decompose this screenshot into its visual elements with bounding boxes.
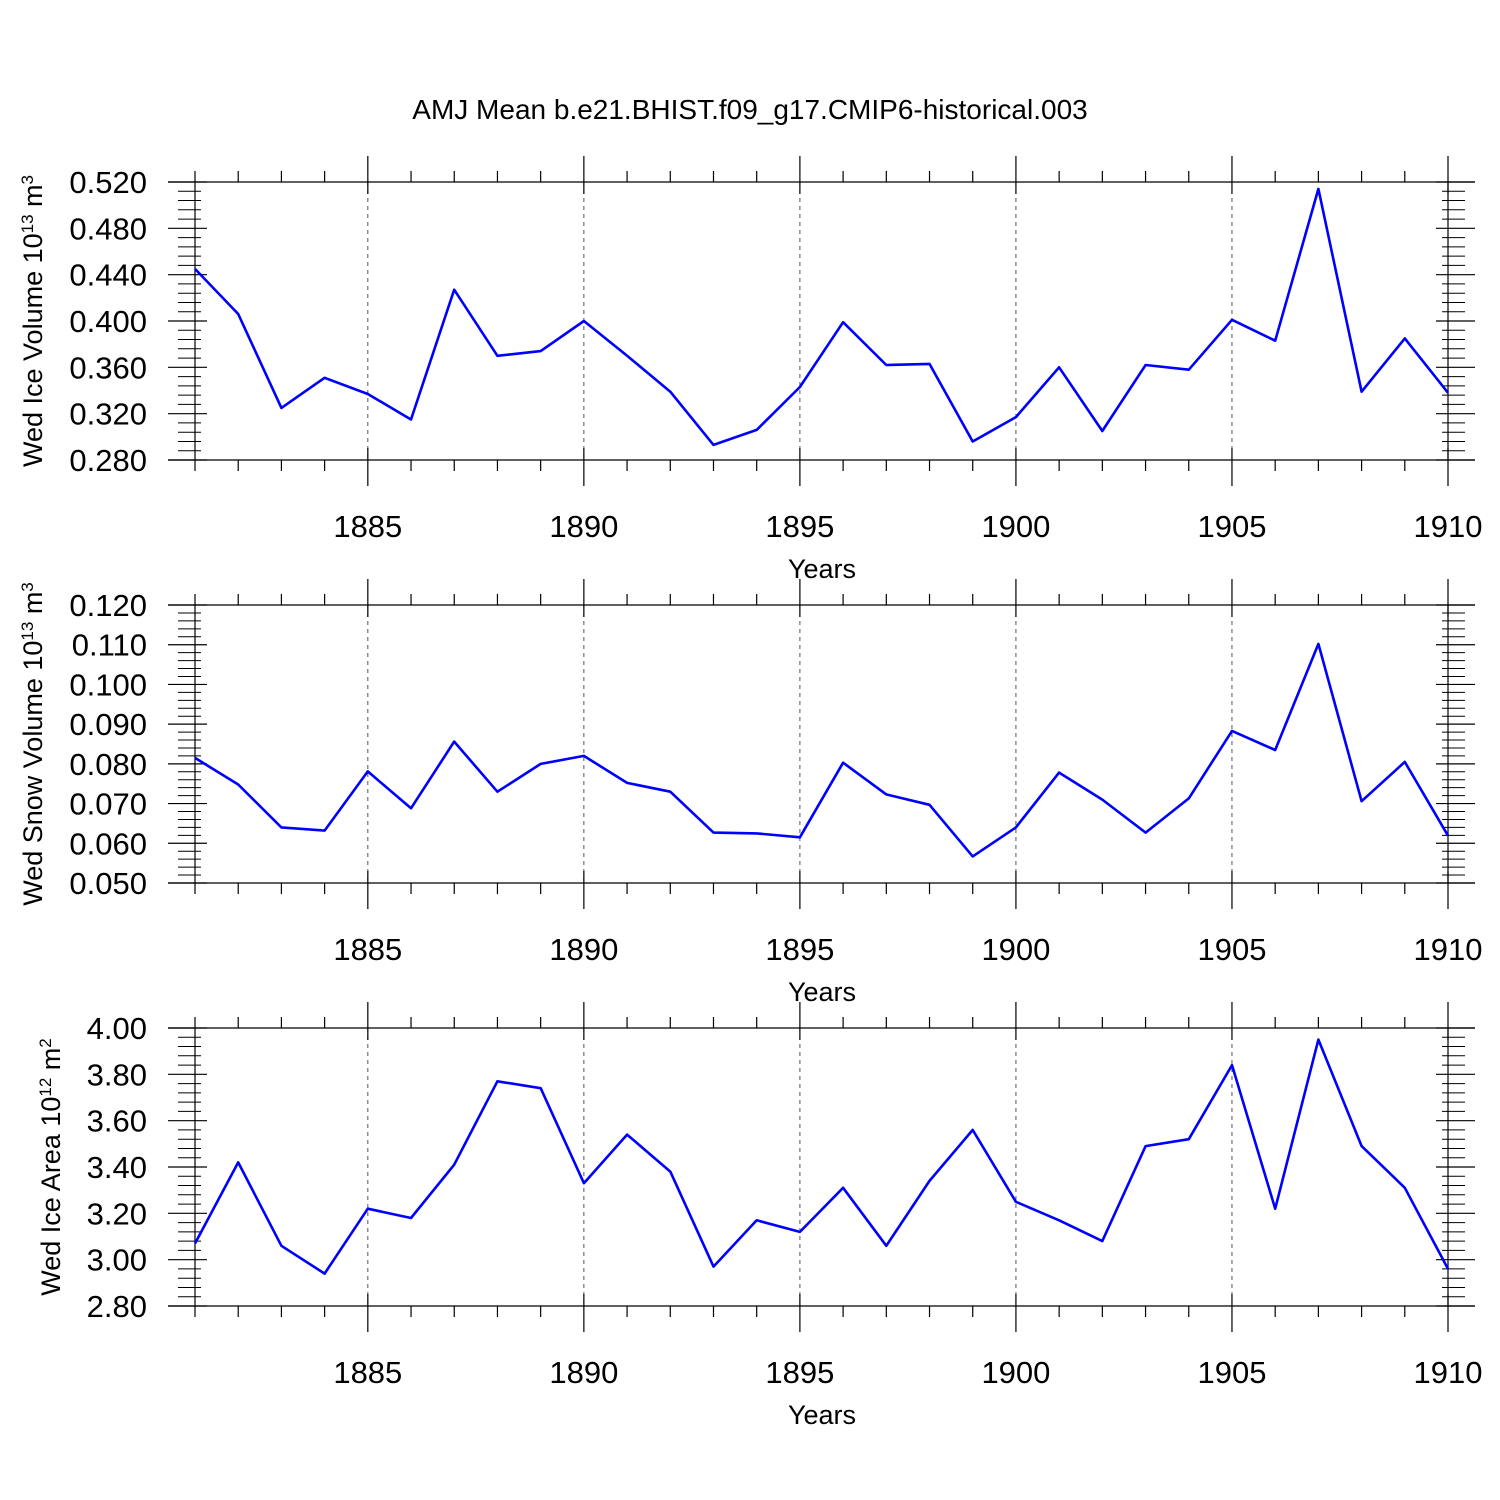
y-tick-label: 2.80 [87, 1289, 147, 1324]
panel-2: 0.050 0.060 0.070 0.080 0.090 0.100 0.110 0.120… [18, 579, 1483, 1007]
y-tick-label: 0.360 [69, 350, 147, 385]
y-tick-label: 3.60 [87, 1104, 147, 1139]
x-tick-label: 1890 [549, 932, 618, 967]
x-tick-label: 1910 [1414, 932, 1483, 967]
chart-title: AMJ Mean b.e21.BHIST.f09_g17.CMIP6-histo… [412, 94, 1087, 125]
y-axis-label: Wed Ice Area 1012 m2 [36, 1038, 67, 1296]
x-tick-label: 1895 [765, 932, 834, 967]
x-tick-label: 1910 [1414, 1355, 1483, 1390]
y-tick-label: 3.40 [87, 1150, 147, 1185]
y-tick-label: 0.280 [69, 443, 147, 478]
x-tick-label: 1890 [549, 509, 618, 544]
y-tick-label: 0.120 [69, 588, 147, 623]
x-tick-label: 1905 [1197, 1355, 1266, 1390]
y-tick-label: 0.080 [69, 747, 147, 782]
y-tick-label: 0.060 [69, 826, 147, 861]
y-tick-label: 3.00 [87, 1243, 147, 1278]
series-line [194, 187, 1450, 447]
x-tick-label: 1895 [765, 509, 834, 544]
series-line [193, 1038, 1450, 1275]
x-axis-label: Years [788, 1400, 856, 1430]
panel-1: 0.280 0.320 0.360 0.400 0.440 0.480 0.520 1885 1… [18, 156, 1483, 584]
x-tick-label: 1900 [981, 932, 1050, 967]
x-tick-label: 1890 [549, 1355, 618, 1390]
x-tick-label: 1905 [1197, 932, 1266, 967]
y-tick-label: 0.320 [69, 397, 147, 432]
y-tick-label: 0.520 [69, 165, 147, 200]
y-tick-label: 0.050 [69, 866, 147, 901]
y-tick-label: 0.480 [69, 211, 147, 246]
x-tick-label: 1905 [1197, 509, 1266, 544]
y-tick-label: 3.20 [87, 1196, 147, 1231]
y-tick-label: 0.100 [69, 667, 147, 702]
x-tick-label: 1910 [1414, 509, 1483, 544]
y-tick-label: 0.440 [69, 258, 147, 293]
x-tick-label: 1885 [333, 932, 402, 967]
x-tick-label: 1885 [333, 1355, 402, 1390]
y-tick-label: 0.090 [69, 707, 147, 742]
x-tick-label: 1895 [765, 1355, 834, 1390]
y-tick-label: 0.070 [69, 787, 147, 822]
x-tick-label: 1900 [981, 1355, 1050, 1390]
panel-3: 2.80 3.00 3.20 3.40 3.60 3.80 4.00 1885 1890 1895… [36, 1002, 1483, 1430]
y-axis-label: Wed Snow Volume 1013 m3 [18, 582, 49, 906]
x-axis-label: Years [788, 977, 856, 1007]
y-axis-label: Wed Ice Volume 1013 m3 [18, 175, 49, 467]
x-axis-label: Years [788, 554, 856, 584]
y-tick-label: 0.110 [72, 628, 147, 663]
y-tick-label: 0.400 [69, 304, 147, 339]
x-tick-label: 1885 [333, 509, 402, 544]
series-line [194, 642, 1450, 858]
y-tick-label: 3.80 [87, 1057, 147, 1092]
y-tick-label: 4.00 [87, 1011, 147, 1046]
x-tick-label: 1900 [981, 509, 1050, 544]
